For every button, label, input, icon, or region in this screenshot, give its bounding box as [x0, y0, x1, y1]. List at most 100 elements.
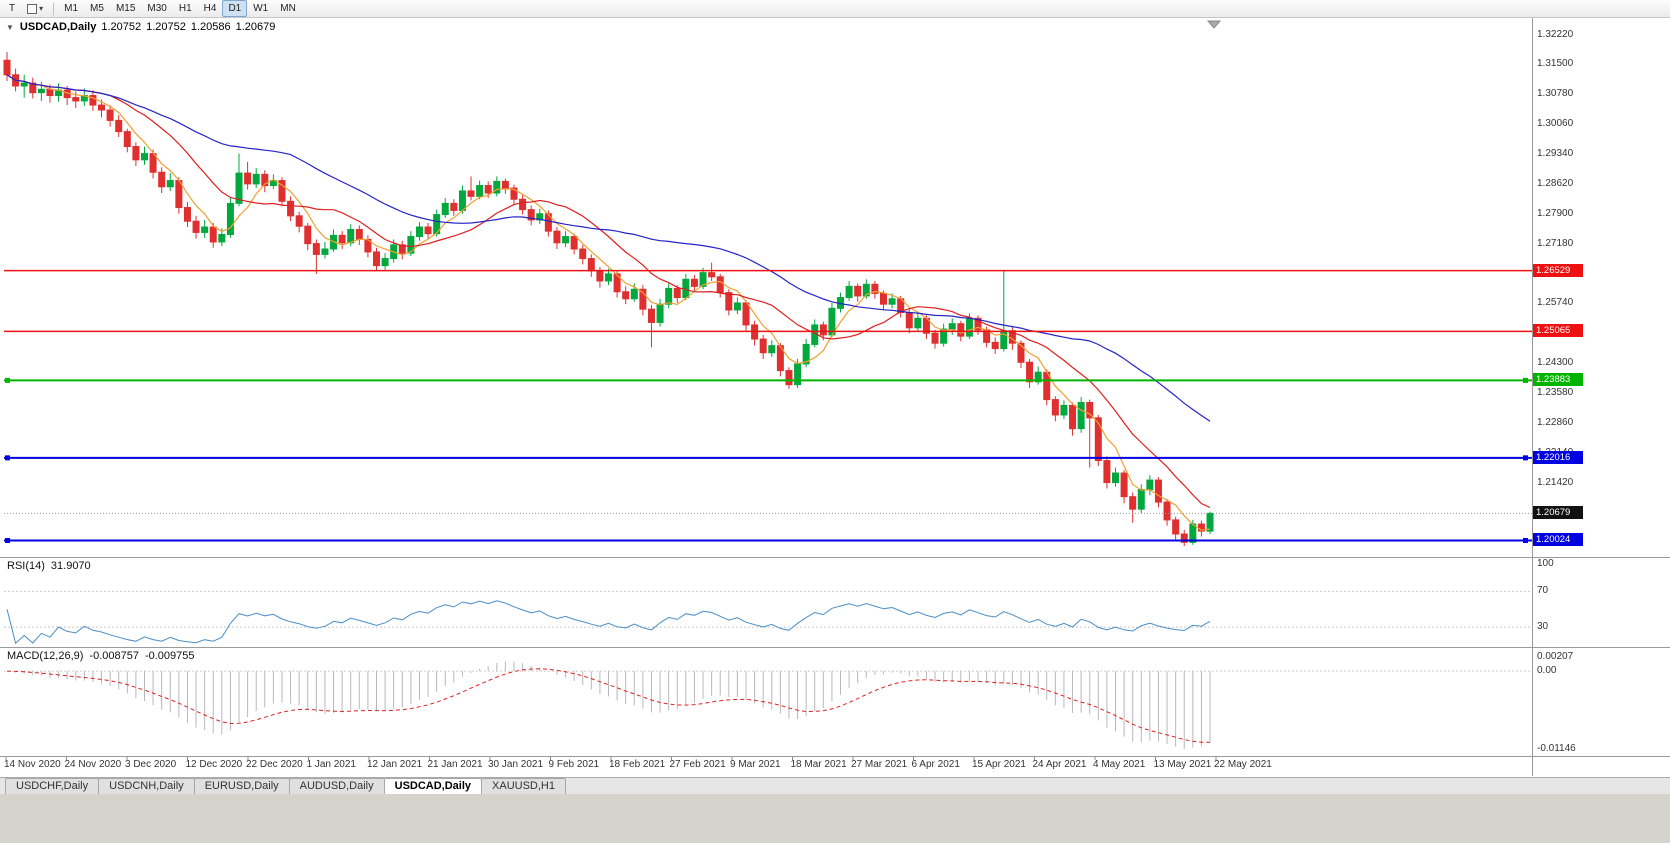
candle-body: [665, 287, 673, 305]
timeframe-m15-button[interactable]: M15: [115, 2, 136, 14]
candle-body: [20, 82, 28, 87]
one-click-trading-icon[interactable]: ▼: [6, 22, 14, 32]
date-axis-label: 22 Dec 2020: [246, 759, 303, 770]
templates-button[interactable]: T: [9, 2, 16, 14]
date-axis-label: 12 Jan 2021: [367, 759, 423, 770]
candle-body: [355, 229, 363, 240]
line-endpoint-handle[interactable]: [1523, 537, 1528, 543]
candle-body: [1069, 404, 1077, 430]
tab-usdcad-daily[interactable]: USDCAD,Daily: [383, 778, 483, 794]
candle-body: [974, 317, 982, 331]
candle-body: [802, 343, 810, 365]
candle-body: [785, 370, 793, 386]
chart-tabs-bar: USDCHF,Daily USDCNH,Daily EURUSD,Daily A…: [0, 777, 1670, 794]
toolbar-separator: [53, 2, 55, 15]
candle-body: [630, 288, 638, 300]
line-endpoint-handle[interactable]: [1523, 455, 1528, 461]
date-axis-label: 6 Apr 2021: [911, 759, 960, 770]
panel-divider[interactable]: [0, 557, 1670, 558]
macd-panel-header: MACD(12,26,9) -0.008757 -0.009755: [7, 650, 195, 662]
candle-body: [647, 308, 655, 323]
chevron-down-icon: ▾: [39, 3, 44, 13]
candle-body: [295, 215, 303, 227]
candle-body: [905, 311, 913, 329]
line-endpoint-handle[interactable]: [1523, 377, 1528, 383]
candle-body: [1146, 479, 1154, 491]
tab-audusd-daily[interactable]: AUDUSD,Daily: [288, 778, 385, 794]
candle-body: [321, 248, 329, 255]
timeframe-h1-button[interactable]: H1: [178, 2, 192, 14]
candle-body: [261, 173, 269, 187]
candle-body: [1034, 371, 1042, 383]
candle-body: [192, 220, 200, 233]
price-axis-label: 1.30780: [1537, 88, 1574, 100]
candle-body: [519, 198, 527, 211]
timeframe-mn-button[interactable]: MN: [280, 2, 296, 14]
price-axis-label: 1.28620: [1537, 177, 1574, 189]
candle-body: [587, 258, 595, 272]
candle-body: [914, 317, 922, 329]
timeframe-h4-button[interactable]: H4: [203, 2, 217, 14]
candle-body: [244, 172, 252, 185]
cursor-icon: [27, 3, 38, 14]
timeframe-m30-button[interactable]: M30: [147, 2, 167, 14]
candle-body: [957, 323, 965, 337]
panel-divider[interactable]: [0, 647, 1670, 648]
candle-body: [871, 283, 879, 294]
tab-eurusd-daily[interactable]: EURUSD,Daily: [193, 778, 290, 794]
timeframe-w1-button[interactable]: W1: [253, 2, 269, 14]
candle-body: [1017, 342, 1025, 363]
candle-body: [940, 328, 948, 344]
price-axis-label: 1.22860: [1537, 416, 1574, 428]
timeframe-d1-button[interactable]: D1: [222, 0, 248, 17]
timeframe-m1-button[interactable]: M1: [64, 2, 79, 14]
line-endpoint-handle[interactable]: [5, 377, 10, 383]
macd-signal-line: [6, 668, 1211, 743]
tab-usdchf-daily[interactable]: USDCHF,Daily: [5, 778, 100, 794]
rsi-axis-label: 100: [1537, 558, 1554, 570]
date-axis-label: 3 Dec 2020: [125, 759, 177, 770]
current-price-badge: 1.20679: [1533, 506, 1583, 520]
candle-body: [183, 207, 191, 222]
candle-body: [1154, 479, 1162, 503]
candle-body: [347, 229, 355, 244]
timeframe-toolbar: T ▾ M1 M5 M15 M30 H1 H4 D1 W1 MN: [0, 0, 1670, 18]
candle-body: [312, 243, 320, 255]
candle-body: [1103, 460, 1111, 484]
date-axis-label: 21 Jan 2021: [427, 759, 483, 770]
macd-axis-label: 0.00207: [1537, 651, 1574, 663]
tab-usdcnh-daily[interactable]: USDCNH,Daily: [98, 778, 195, 794]
chart-shift-marker[interactable]: [1206, 20, 1222, 29]
candle-body: [381, 258, 389, 267]
rsi-title: RSI(14): [7, 560, 45, 572]
candle-body: [570, 236, 578, 250]
candle-body: [501, 180, 509, 189]
tab-xauusd-h1[interactable]: XAUUSD,H1: [481, 778, 566, 794]
line-endpoint-handle[interactable]: [5, 455, 10, 461]
candle-body: [1180, 533, 1188, 543]
candle-body: [613, 273, 621, 293]
line-endpoint-handle[interactable]: [5, 537, 10, 543]
candle-body: [115, 119, 123, 133]
price-level-badge: 1.20024: [1533, 533, 1583, 547]
candle-body: [269, 180, 277, 187]
candle-body: [553, 230, 561, 244]
candle-body: [450, 202, 458, 211]
candle-body: [1120, 472, 1128, 498]
candle-body: [639, 288, 647, 310]
candle-body: [98, 104, 106, 111]
candle-body: [158, 171, 166, 188]
price-level-badge: 1.25065: [1533, 324, 1583, 338]
price-axis-label: 1.32220: [1537, 28, 1574, 40]
cursor-tool-button[interactable]: ▾: [21, 0, 49, 17]
close-value: 1.20679: [235, 21, 276, 33]
candle-body: [37, 88, 45, 94]
timeframe-m5-button[interactable]: M5: [90, 2, 104, 14]
date-axis-label: 14 Nov 2020: [4, 759, 61, 770]
candle-body: [527, 209, 535, 221]
candle-body: [1051, 399, 1059, 416]
open-value: 1.20752: [101, 21, 142, 33]
candle-body: [476, 185, 484, 197]
